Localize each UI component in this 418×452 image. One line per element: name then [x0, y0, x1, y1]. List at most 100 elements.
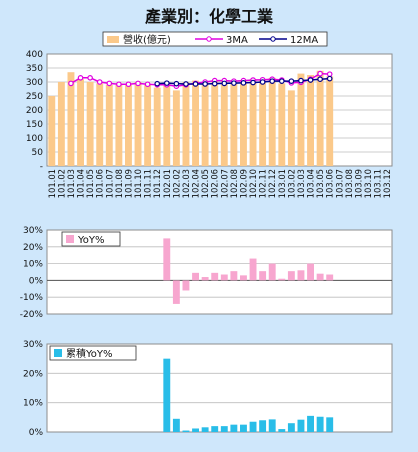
cumyoy-legend-box	[49, 345, 137, 361]
revenue-y-tick-label: -	[40, 162, 43, 172]
cumyoy-legend-swatch	[54, 349, 62, 357]
cumyoy-bar	[192, 428, 199, 432]
revenue-bar	[115, 84, 123, 166]
x-category-label: 102.05	[200, 169, 210, 198]
x-category-label: 102.01	[162, 169, 172, 198]
ma12-point	[298, 77, 304, 84]
ma3-point	[135, 80, 141, 87]
ma3-point	[116, 81, 122, 88]
yoy-bar	[211, 272, 219, 281]
yoy-y-tick-label: 30%	[23, 226, 43, 236]
ma12-point	[192, 81, 199, 87]
cumyoy-bar	[172, 418, 180, 432]
revenue-bar	[326, 76, 334, 166]
yoy-y-tick-label: -20%	[20, 310, 44, 320]
x-category-label: 103.12	[382, 169, 392, 198]
x-category-label: 102.04	[191, 169, 201, 198]
x-category-label: 101.02	[56, 169, 66, 198]
ma12-point	[240, 80, 247, 86]
ma12-point	[326, 75, 333, 82]
ma12-point	[202, 81, 208, 87]
yoy-bar	[220, 274, 228, 281]
cumyoy-bar	[278, 429, 286, 432]
ma12-point	[250, 79, 256, 86]
yoy-y-tick-label: -10%	[20, 293, 44, 303]
x-category-label: 102.02	[171, 169, 181, 198]
revenue-bar	[297, 73, 305, 166]
yoy-bar	[230, 271, 238, 281]
ma12-point	[183, 81, 189, 87]
x-category-label: 102.08	[229, 169, 239, 198]
revenue-bar	[240, 80, 247, 166]
ma3-point	[317, 70, 323, 77]
x-category-label: 103.08	[344, 169, 354, 198]
revenue-bar	[67, 72, 75, 166]
ma12-point	[269, 78, 276, 84]
revenue-bar	[105, 84, 113, 166]
cumyoy-y-tick-label: 30%	[23, 340, 43, 350]
revenue-y-tick-label: 100	[26, 134, 43, 144]
revenue-bar	[268, 77, 276, 166]
cumyoy-y-tick-label: 20%	[23, 369, 43, 379]
x-category-label: 101.10	[133, 169, 143, 198]
legend-ma3-marker	[206, 36, 212, 42]
legend-bar-swatch	[107, 36, 119, 43]
cumyoy-bar	[201, 427, 209, 432]
x-category-label: 103.11	[373, 169, 383, 198]
legend-label: 12MA	[290, 35, 318, 46]
cumyoy-bar	[240, 424, 247, 432]
revenue-bar	[134, 82, 142, 166]
revenue-y-tick-label: 200	[26, 106, 43, 116]
revenue-bar	[86, 82, 94, 166]
x-category-label: 103.04	[306, 169, 316, 198]
cumyoy-bar	[230, 424, 238, 432]
revenue-bar	[96, 83, 104, 166]
yoy-bar	[307, 263, 314, 281]
ma12-point	[288, 78, 295, 84]
yoy-bar	[182, 280, 190, 291]
revenue-y-tick-label: 350	[26, 64, 43, 74]
yoy-y-tick-label: 10%	[23, 260, 43, 270]
revenue-y-tick-label: 400	[26, 50, 43, 60]
cumyoy-bar	[211, 426, 219, 432]
legend-label: 3MA	[226, 35, 248, 46]
cumyoy-bar	[307, 415, 314, 432]
x-category-label: 103.05	[315, 169, 325, 198]
x-category-label: 103.06	[325, 169, 335, 198]
revenue-bar	[287, 90, 295, 166]
ma3-point	[77, 75, 84, 81]
revenue-bar	[48, 96, 56, 166]
legend-ma12-marker	[270, 36, 276, 42]
cumyoy-bar	[326, 417, 334, 432]
revenue-y-tick-label: 150	[26, 120, 43, 130]
yoy-bar	[297, 270, 305, 281]
ma3-point	[144, 81, 151, 88]
yoy-bar	[163, 238, 171, 281]
revenue-bar	[163, 83, 171, 166]
yoy-bar	[287, 271, 295, 281]
x-category-label: 102.03	[181, 169, 191, 198]
x-category-label: 101.05	[85, 169, 95, 198]
x-category-label: 103.07	[334, 169, 344, 198]
revenue-bar	[125, 84, 132, 166]
chart-title: 產業別：化學工業	[145, 7, 274, 26]
ma12-point	[317, 76, 323, 83]
x-category-label: 103.01	[277, 169, 287, 198]
yoy-bar	[268, 263, 276, 281]
cumyoy-bar	[316, 416, 324, 432]
x-category-label: 102.09	[238, 169, 248, 198]
ma12-point	[307, 77, 314, 83]
revenue-bar	[144, 84, 152, 166]
cumyoy-bar	[287, 423, 295, 432]
yoy-bar	[192, 272, 199, 281]
x-category-label: 103.09	[353, 169, 363, 198]
revenue-y-tick-label: 50	[32, 148, 44, 158]
revenue-bar	[57, 82, 65, 166]
x-category-label: 103.02	[286, 169, 296, 198]
cumyoy-y-tick-label: 10%	[23, 399, 43, 409]
ma12-point	[163, 80, 170, 86]
x-category-label: 101.06	[95, 169, 105, 198]
ma3-point	[96, 79, 103, 85]
yoy-y-tick-label: 0%	[29, 276, 44, 286]
